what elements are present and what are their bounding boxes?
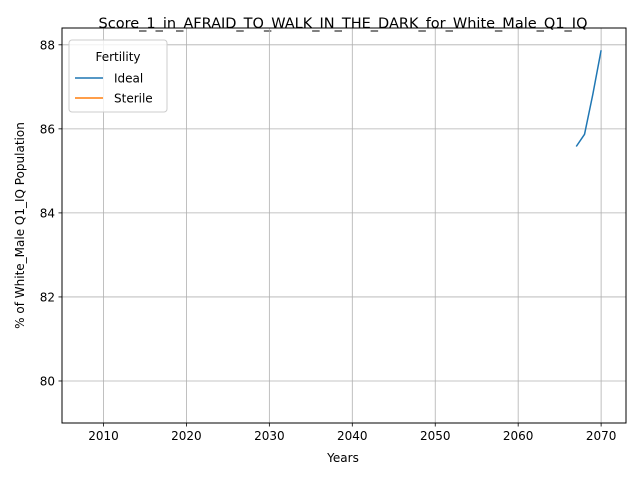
y-tick-label: 86 [40,122,55,136]
x-tick-label: 2010 [88,429,119,443]
x-tick-label: 2030 [254,429,285,443]
y-axis-label: % of White_Male Q1_IQ Population [13,122,27,329]
x-tick-label: 2050 [420,429,451,443]
legend-label-sterile: Sterile [114,92,153,106]
x-tick-label: 2040 [337,429,368,443]
y-tick-label: 80 [40,374,55,388]
x-tick-label: 2060 [503,429,534,443]
plot-frame [61,27,627,424]
y-tick-label: 88 [40,38,55,52]
legend-box [68,39,168,113]
y-tick-label: 82 [40,290,55,304]
x-axis-label: Years [326,451,359,465]
chart-title: Score_1_in_AFRAID_TO_WALK_IN_THE_DARK_fo… [99,16,588,32]
legend: Fertility Ideal Sterile [68,39,168,113]
x-tick-label: 2020 [171,429,202,443]
x-axis-ticks: 2010 2020 2030 2040 2050 2060 2070 [88,423,616,443]
legend-title: Fertility [95,50,140,64]
x-tick-label: 2070 [586,429,617,443]
series-line-ideal [575,50,602,147]
series-layer [575,50,602,147]
legend-label-ideal: Ideal [114,72,143,86]
y-axis-ticks: 80 82 84 86 88 [40,38,62,388]
y-tick-label: 84 [40,206,55,220]
grid-lines [62,28,626,423]
